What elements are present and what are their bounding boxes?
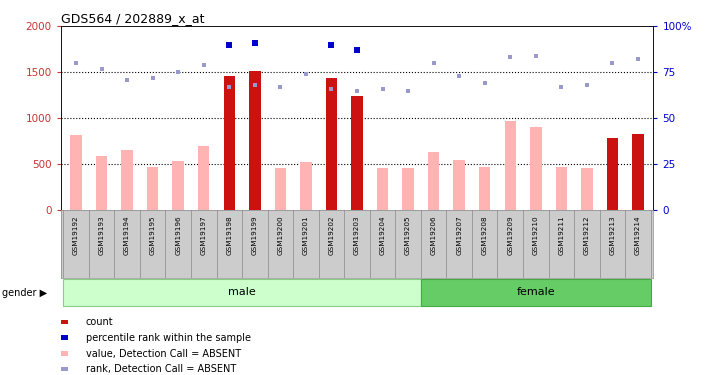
Point (555, 84, 567, 90)
Bar (198, 146, 209, 210)
Point (70, 60, 81, 66)
Text: GSM19210: GSM19210 (533, 215, 539, 255)
Text: GSM19211: GSM19211 (558, 215, 564, 255)
Point (607, 60, 618, 66)
Bar (607, 138, 618, 210)
Text: GSM19212: GSM19212 (584, 215, 590, 255)
Point (249, 82, 261, 88)
Point (223, 84, 235, 90)
Point (633, 56, 644, 62)
Bar (453, 160, 465, 210)
Bar (223, 76, 235, 210)
Point (249, 40, 261, 46)
Text: GSM19213: GSM19213 (610, 215, 615, 255)
Bar (632, 134, 644, 210)
Bar (300, 162, 311, 210)
Text: GSM19202: GSM19202 (328, 215, 334, 255)
Point (428, 60, 439, 66)
Text: GSM19205: GSM19205 (405, 215, 411, 255)
Bar (121, 150, 133, 210)
Point (351, 88, 363, 94)
Text: GSM19203: GSM19203 (354, 215, 360, 255)
Text: GSM19208: GSM19208 (482, 215, 488, 255)
Bar (64, 279, 421, 306)
Point (198, 62, 209, 68)
Text: GSM19195: GSM19195 (150, 215, 156, 255)
Bar (351, 96, 363, 210)
Bar (249, 71, 261, 210)
Bar (479, 167, 491, 210)
Text: GSM19214: GSM19214 (635, 215, 641, 255)
Text: GSM19207: GSM19207 (456, 215, 462, 255)
Text: GSM19201: GSM19201 (303, 215, 309, 255)
Bar (249, 71, 261, 210)
Text: GSM19199: GSM19199 (252, 215, 258, 255)
Point (530, 53, 541, 58)
Bar (377, 168, 388, 210)
Bar (505, 121, 516, 210)
Bar (326, 78, 337, 210)
Point (96, 66, 107, 72)
Text: gender ▶: gender ▶ (2, 288, 47, 297)
Point (147, 75, 159, 81)
Text: female: female (516, 287, 555, 297)
Point (581, 82, 593, 88)
Text: GSM19194: GSM19194 (124, 215, 130, 255)
Point (403, 88, 414, 94)
Text: value, Detection Call = ABSENT: value, Detection Call = ABSENT (86, 349, 241, 359)
Point (173, 69, 184, 75)
Text: rank, Detection Call = ABSENT: rank, Detection Call = ABSENT (86, 364, 236, 375)
Bar (173, 161, 184, 210)
Bar (530, 128, 541, 210)
Point (275, 84, 286, 90)
Text: GSM19192: GSM19192 (73, 215, 79, 255)
Point (351, 47, 363, 53)
Point (479, 80, 491, 86)
Text: GDS564 / 202889_x_at: GDS564 / 202889_x_at (61, 12, 204, 25)
Point (300, 71, 311, 77)
Bar (581, 168, 593, 210)
Bar (632, 134, 644, 210)
Text: GSM19206: GSM19206 (431, 215, 437, 255)
Point (326, 86, 337, 92)
Point (121, 76, 133, 82)
Text: percentile rank within the sample: percentile rank within the sample (86, 333, 251, 343)
Point (377, 86, 388, 92)
Bar (351, 168, 363, 210)
Text: GSM19198: GSM19198 (226, 215, 232, 255)
Text: GSM19193: GSM19193 (99, 215, 104, 255)
Bar (403, 168, 414, 210)
Bar (428, 152, 439, 210)
Text: GSM19204: GSM19204 (380, 215, 386, 255)
Bar (96, 156, 107, 210)
Bar (275, 168, 286, 210)
Bar (607, 138, 618, 210)
Text: GSM19200: GSM19200 (277, 215, 283, 255)
Text: male: male (228, 287, 256, 297)
Bar (555, 167, 567, 210)
Text: GSM19197: GSM19197 (201, 215, 207, 255)
Bar (421, 279, 650, 306)
Bar (326, 78, 337, 210)
Text: GSM19196: GSM19196 (175, 215, 181, 255)
Bar (223, 76, 235, 210)
Point (223, 42, 235, 48)
Point (505, 54, 516, 60)
Point (326, 42, 337, 48)
Point (453, 73, 465, 79)
Text: count: count (86, 317, 114, 327)
Bar (70, 135, 82, 210)
Bar (147, 167, 159, 210)
Text: GSM19209: GSM19209 (507, 215, 513, 255)
